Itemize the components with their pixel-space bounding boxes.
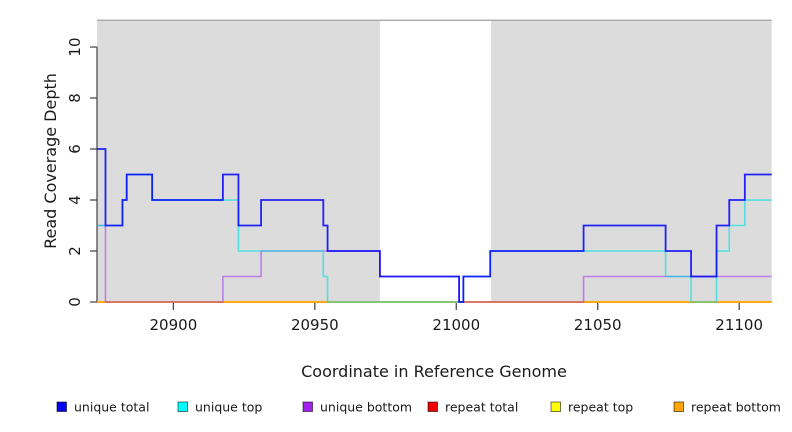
y-tick-label: 8 — [66, 93, 84, 103]
legend-swatch-repeat-bottom — [673, 401, 684, 412]
y-tick-label: 4 — [66, 195, 84, 205]
legend-swatch-repeat-total — [427, 401, 438, 412]
shaded-region — [491, 19, 772, 302]
data-series — [97, 148, 772, 303]
x-tick-label: 21000 — [432, 316, 480, 334]
x-tick-label: 21100 — [715, 316, 763, 334]
y-tick-label: 10 — [66, 37, 84, 56]
legend-swatch-unique-total — [56, 401, 67, 412]
legend-label: repeat bottom — [691, 400, 781, 415]
legend-label: unique bottom — [320, 400, 412, 415]
x-tick-label: 21050 — [574, 316, 622, 334]
legend-label: repeat top — [568, 400, 633, 415]
legend-label: unique top — [195, 400, 262, 415]
legend-swatch-repeat-top — [550, 401, 561, 412]
shaded-region — [97, 19, 380, 302]
legend-item: unique total — [56, 400, 149, 415]
y-tick-label: 6 — [66, 144, 84, 154]
plot-background — [97, 19, 772, 302]
axes: 0 2 4 6 8 10 20900 20950 21000 21050 21100 — [66, 37, 763, 334]
legend-swatch-unique-top — [177, 401, 188, 412]
legend-label: repeat total — [445, 400, 518, 415]
series-unique-total — [97, 148, 772, 303]
legend: unique total unique top unique bottom repea… — [56, 400, 781, 415]
legend-item: repeat total — [427, 400, 518, 415]
y-axis-title: Read Coverage Depth — [41, 73, 60, 249]
legend-item: repeat top — [550, 400, 633, 415]
legend-label: unique total — [74, 400, 149, 415]
legend-swatch-unique-bottom — [302, 401, 313, 412]
y-tick-label: 2 — [66, 246, 84, 256]
x-tick-label: 20950 — [291, 316, 339, 334]
y-tick-label: 0 — [66, 297, 84, 307]
legend-item: repeat bottom — [673, 400, 781, 415]
legend-item: unique bottom — [302, 400, 412, 415]
x-tick-label: 20900 — [150, 316, 198, 334]
x-axis-title: Coordinate in Reference Genome — [301, 362, 567, 381]
legend-item: unique top — [177, 400, 262, 415]
